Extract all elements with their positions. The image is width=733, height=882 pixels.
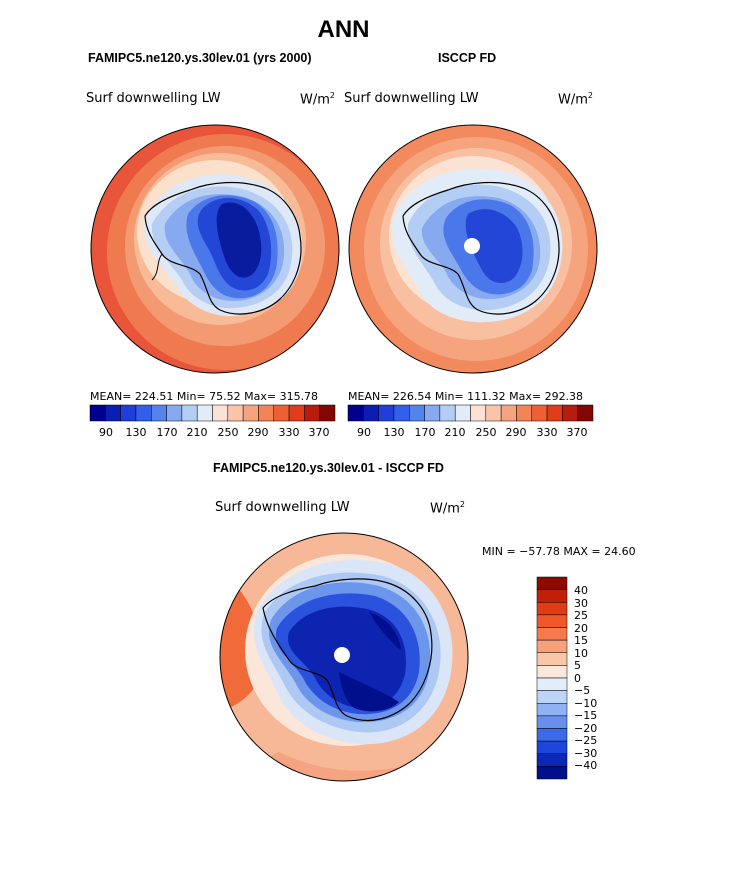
panel2-tick: 90 <box>357 426 371 439</box>
diff-units-label: W/m2 <box>430 500 465 517</box>
panel2-tick: 130 <box>383 426 405 439</box>
panel1-variable-label: Surf downwelling LW <box>86 91 221 106</box>
colorbar-swatch <box>242 404 259 422</box>
colorbar-swatch <box>500 404 517 422</box>
colorbar-swatch <box>546 404 563 422</box>
colorbar-swatch <box>536 690 568 704</box>
diff-tick: −30 <box>574 747 598 760</box>
panel1-stats: MEAN= 224.51 Min= 75.52 Max= 315.78 <box>90 390 319 403</box>
colorbar-swatch <box>424 404 441 422</box>
diff-tick: −10 <box>574 697 598 710</box>
colorbar-swatch <box>166 404 183 422</box>
colorbar-swatch <box>536 602 568 616</box>
panel2-stats: MEAN= 226.54 Min= 111.32 Max= 292.38 <box>348 390 584 403</box>
colorbar-swatch <box>151 404 167 422</box>
colorbar-swatch <box>485 404 502 422</box>
colorbar-swatch <box>181 404 198 422</box>
diff-tick: 40 <box>574 584 588 597</box>
colorbar-swatch <box>304 404 320 422</box>
colorbar-swatch <box>531 404 548 422</box>
panel2-colorbar-ticks: 90 130 170 210 250 290 330 370 <box>348 426 593 440</box>
panel1-tick: 330 <box>278 426 300 439</box>
diff-variable-label: Surf downwelling LW <box>215 500 350 515</box>
diff-tick: 10 <box>574 647 588 660</box>
panel2-tick: 250 <box>475 426 497 439</box>
colorbar-swatch <box>454 404 471 422</box>
diff-tick: 5 <box>574 659 581 672</box>
colorbar-swatch <box>536 766 568 780</box>
panel1-tick: 130 <box>125 426 147 439</box>
colorbar-swatch <box>536 665 568 679</box>
colorbar-swatch <box>258 404 274 422</box>
panel2-tick: 210 <box>444 426 466 439</box>
panel2-tick: 370 <box>566 426 588 439</box>
panel1-tick: 210 <box>186 426 208 439</box>
diff-tick: 30 <box>574 597 588 610</box>
diff-tick: 20 <box>574 622 588 635</box>
colorbar-swatch <box>536 728 568 742</box>
colorbar-swatch <box>516 404 532 422</box>
panel2-map <box>348 124 598 374</box>
colorbar-swatch <box>439 404 456 422</box>
panel1-tick: 90 <box>99 426 113 439</box>
diff-tick: −25 <box>574 734 598 747</box>
panel1-tick: 290 <box>247 426 269 439</box>
diff-heading: FAMIPC5.ne120.ys.30lev.01 - ISCCP FD <box>213 461 444 475</box>
panel2-variable-label: Surf downwelling LW <box>344 91 479 106</box>
colorbar-swatch <box>212 404 229 422</box>
colorbar-swatch <box>536 652 568 666</box>
colorbar-swatch <box>536 703 568 717</box>
colorbar-swatch <box>536 576 568 590</box>
colorbar-swatch <box>105 404 121 422</box>
colorbar-swatch <box>409 404 425 422</box>
colorbar-swatch <box>89 404 106 422</box>
colorbar-swatch <box>536 614 568 628</box>
panel1-tick: 170 <box>156 426 178 439</box>
colorbar-swatch <box>536 753 568 767</box>
diff-colorbar-ticks: 40 30 25 20 15 10 5 0 −5 −10 −15 −20 −25… <box>574 577 614 787</box>
colorbar-swatch <box>135 404 152 422</box>
colorbar-swatch <box>536 627 568 641</box>
diff-tick: −5 <box>574 684 591 697</box>
diff-tick: 15 <box>574 634 588 647</box>
panel1-map <box>90 124 340 374</box>
colorbar-swatch <box>363 404 379 422</box>
diff-stats: MIN = −57.78 MAX = 24.60 <box>482 545 636 558</box>
colorbar-swatch <box>319 404 336 422</box>
diff-tick: −15 <box>574 709 598 722</box>
diff-tick: −20 <box>574 722 598 735</box>
panel1-tick: 250 <box>217 426 239 439</box>
colorbar-swatch <box>273 404 290 422</box>
panel2-tick: 330 <box>536 426 558 439</box>
colorbar-swatch <box>288 404 305 422</box>
colorbar-swatch <box>536 639 568 653</box>
colorbar-swatch <box>120 404 137 422</box>
colorbar-swatch <box>536 740 568 754</box>
colorbar-swatch <box>536 589 568 603</box>
colorbar-swatch <box>227 404 244 422</box>
panel2-heading: ISCCP FD <box>438 51 497 65</box>
colorbar-swatch <box>347 404 364 422</box>
colorbar-swatch <box>470 404 487 422</box>
panel1-colorbar-ticks: 90 130 170 210 250 290 330 370 <box>90 426 335 440</box>
colorbar-swatch <box>536 677 568 691</box>
colorbar-swatch <box>562 404 578 422</box>
colorbar-swatch <box>577 404 594 422</box>
diff-tick: 25 <box>574 609 588 622</box>
diff-tick: −40 <box>574 759 598 772</box>
panel1-heading: FAMIPC5.ne120.ys.30lev.01 (yrs 2000) <box>88 51 312 65</box>
panel2-tick: 170 <box>414 426 436 439</box>
panel2-units-label: W/m2 <box>558 91 593 108</box>
diff-map <box>219 532 469 782</box>
diff-tick: 0 <box>574 672 581 685</box>
page-title: ANN <box>317 16 370 43</box>
colorbar-swatch <box>378 404 395 422</box>
panel2-tick: 290 <box>505 426 527 439</box>
panel1-units-label: W/m2 <box>300 91 335 108</box>
colorbar-swatch <box>196 404 213 422</box>
panel1-tick: 370 <box>308 426 330 439</box>
colorbar-swatch <box>393 404 410 422</box>
colorbar-swatch <box>536 715 568 729</box>
